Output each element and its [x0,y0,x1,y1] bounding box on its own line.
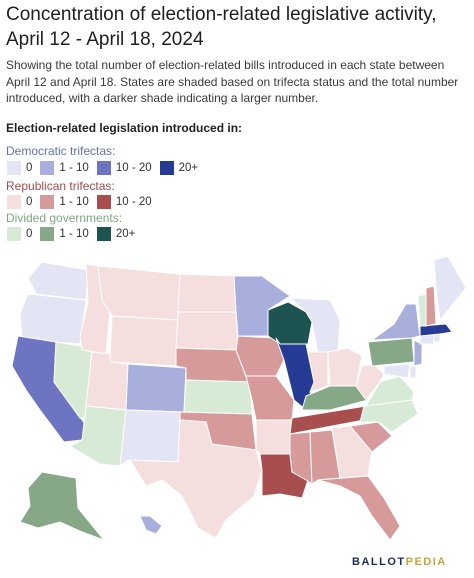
state-nd [177,273,237,313]
state-de [409,365,417,379]
state-in [307,351,329,393]
state-md [383,363,411,379]
legend-item-republican: 1 - 10 [40,195,89,209]
state-mt [97,265,181,321]
ballotpedia-logo: BALLOTPEDIA [352,556,447,568]
state-ky [301,385,369,411]
legend-democratic-label: Democratic trifectas: [6,144,116,158]
legend-item-democratic: 0 [7,161,32,175]
state-pa [367,337,415,367]
legend-swatch [40,195,55,209]
state-ri [433,333,441,343]
state-nj [413,339,423,367]
state-wa [27,261,89,301]
state-ks [183,379,253,415]
state-fl [317,475,401,541]
state-ar [255,419,293,455]
legend-item-label: 0 [26,228,33,240]
state-me [433,255,467,322]
legend-item-label: 20+ [178,162,199,174]
legend-divided-label: Divided governments: [6,211,123,225]
legend-swatch [96,195,111,209]
legend-item-democratic: 20+ [159,161,199,175]
state-sd [175,311,239,351]
state-nm [119,409,181,468]
state-il [275,337,315,411]
state-tx [129,419,263,539]
legend-democratic-row: 0 1 - 10 10 - 20 20+ [7,161,206,175]
legend-item-label: 1 - 10 [59,228,89,240]
legend-item-republican: 10 - 20 [96,195,152,209]
state-mo [245,375,295,421]
legend-swatch [40,161,55,175]
state-ga [331,425,373,479]
state-hi [139,515,163,535]
state-ak [19,471,106,542]
legend-item-republican: 0 [7,195,32,209]
state-wy [109,315,179,367]
state-sc [349,421,393,453]
legend-item-label: 10 - 20 [115,196,152,208]
legend-swatch [40,227,55,241]
state-or [19,293,87,345]
chart-title: Concentration of election-related legisl… [6,4,437,50]
legend-item-label: 1 - 10 [59,162,89,174]
legend-heading: Election-related legislation introduced … [6,121,243,135]
legend-item-label: 10 - 20 [115,162,152,174]
state-nh [425,285,437,327]
legend-item-divided: 1 - 10 [40,227,89,241]
legend-item-democratic: 1 - 10 [40,161,89,175]
legend-item-divided: 0 [7,227,32,241]
state-co [125,363,187,413]
legend-swatch [159,161,174,175]
legend-divided-row: 0 1 - 10 20+ [7,227,143,241]
legend-republican-label: Republican trifectas: [6,179,115,193]
legend-swatch [7,227,21,241]
legend-item-divided: 20+ [96,227,136,241]
state-ma [419,323,453,337]
state-ny [370,303,421,341]
chart-subtitle: Showing the total number of election-rel… [6,58,459,105]
us-map [11,255,467,542]
state-oh [327,347,363,387]
legend-item-label: 0 [26,162,33,174]
state-va [365,375,415,407]
legend-swatch [96,161,111,175]
state-wi [267,301,313,345]
legend-swatch [96,227,111,241]
legend-item-label: 1 - 10 [59,196,89,208]
legend-item-label: 0 [26,196,33,208]
legend-item-label: 20+ [115,228,136,240]
legend-swatch [7,195,21,209]
legend-item-democratic: 10 - 20 [96,161,152,175]
state-vt [417,293,427,327]
legend-swatch [7,161,21,175]
legend-republican-row: 0 1 - 10 10 - 20 [7,195,160,209]
